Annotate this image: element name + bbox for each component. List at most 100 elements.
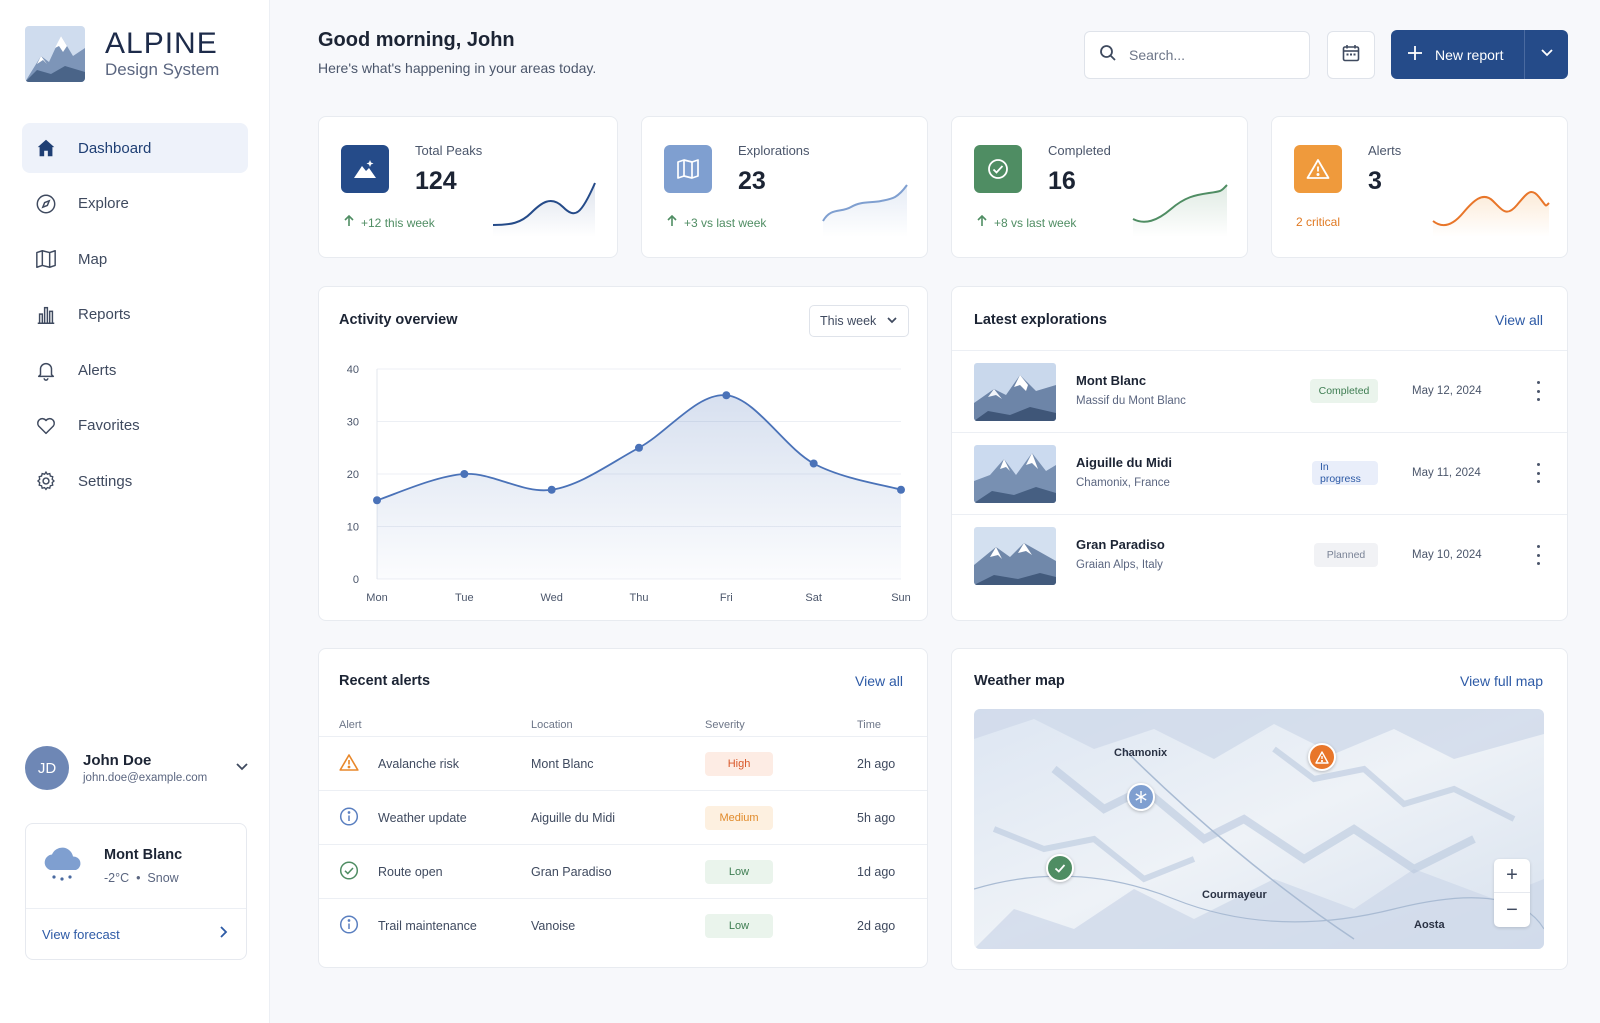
sidebar-item-explore[interactable]: Explore (22, 179, 248, 229)
sidebar-item-settings[interactable]: Settings (22, 456, 248, 506)
exploration-date: May 10, 2024 (1412, 549, 1482, 561)
stat-value: 16 (1048, 167, 1076, 195)
range-select[interactable]: This week (809, 305, 909, 337)
search-box[interactable] (1084, 31, 1310, 79)
cloud-snow-icon (40, 844, 86, 889)
sidebar-item-map[interactable]: Map (22, 234, 248, 284)
exploration-location: Graian Alps, Italy (1076, 559, 1163, 571)
sidebar-item-label: Explore (78, 195, 129, 212)
column-header: Severity (705, 719, 745, 731)
stat-delta: +3 vs last week (684, 215, 767, 230)
table-row[interactable]: Avalanche risk Mont Blanc High 2h ago (319, 736, 927, 790)
new-report-split-button: New report (1391, 30, 1568, 79)
sparkline (1132, 184, 1228, 237)
chevron-right-icon (216, 925, 230, 944)
card-title: Weather map (974, 673, 1065, 689)
map-icon (34, 247, 58, 271)
search-input[interactable] (1129, 47, 1289, 63)
stat-card-completed[interactable]: Completed 16 +8 vs last week (951, 116, 1248, 258)
y-tick-label: 20 (347, 469, 359, 481)
y-tick-label: 10 (347, 522, 359, 534)
exploration-name: Mont Blanc (1076, 373, 1147, 388)
more-options-icon[interactable] (1535, 381, 1541, 401)
latest-explorations-card: Latest explorations View all Mont Blanc … (951, 286, 1568, 621)
chevron-down-icon[interactable] (234, 758, 250, 779)
arrow-up-icon (666, 214, 678, 230)
stat-delta: +12 this week (361, 215, 435, 230)
x-tick-label: Wed (540, 592, 562, 604)
view-forecast-link[interactable]: View forecast (26, 909, 246, 960)
data-point (635, 443, 643, 452)
avatar: JD (25, 746, 69, 790)
search-icon (1099, 44, 1117, 67)
calendar-button[interactable] (1327, 31, 1375, 79)
list-item[interactable]: Mont Blanc Massif du Mont Blanc Complete… (952, 350, 1567, 432)
x-tick-label: Sat (805, 592, 822, 604)
page-subtitle: Here's what's happening in your areas to… (318, 60, 597, 76)
stat-label: Completed (1048, 143, 1111, 158)
stat-card-alerts[interactable]: Alerts 3 2 critical (1271, 116, 1568, 258)
recent-alerts-card: Recent alerts View all Alert Location Se… (318, 648, 928, 968)
new-report-dropdown[interactable] (1525, 45, 1568, 64)
list-item[interactable]: Gran Paradiso Graian Alps, Italy Planned… (952, 514, 1567, 596)
data-point (897, 485, 905, 494)
stat-value: 3 (1368, 167, 1382, 195)
severity-badge: Medium (705, 805, 773, 830)
warning-icon (1294, 145, 1342, 193)
weather-map-card: Weather map View full map Chamonix Courm… (951, 648, 1568, 970)
data-point (809, 459, 818, 468)
snowflake-icon[interactable] (1127, 783, 1155, 811)
user-name: John Doe (83, 752, 152, 769)
sidebar-item-label: Reports (78, 306, 131, 323)
exploration-date: May 11, 2024 (1412, 467, 1481, 479)
new-report-button[interactable]: New report (1391, 30, 1524, 79)
table-row[interactable]: Route open Gran Paradiso Low 1d ago (319, 844, 927, 898)
exploration-location: Chamonix, France (1076, 477, 1170, 489)
weather-temp: -2°C (104, 871, 130, 885)
weather-map[interactable]: Chamonix Courmayeur Aosta + − (974, 709, 1544, 949)
alert-location: Aiguille du Midi (531, 810, 616, 825)
exploration-name: Aiguille du Midi (1076, 455, 1173, 470)
exploration-date: May 12, 2024 (1412, 385, 1482, 397)
zoom-in-button[interactable]: + (1494, 859, 1530, 893)
sidebar-item-label: Alerts (78, 361, 117, 379)
bar-chart-icon (34, 303, 58, 327)
mountain-icon (341, 145, 389, 193)
x-tick-label: Tue (455, 592, 474, 604)
activity-overview-card: Activity overview This week 0 10 20 30 40 Mon… (318, 286, 928, 621)
table-row[interactable]: Weather update Aiguille du Midi Medium 5… (319, 790, 927, 844)
view-all-alerts-link[interactable]: View all (855, 673, 903, 689)
page-title: Good morning, John (318, 29, 515, 51)
view-all-explorations-link[interactable]: View all (1495, 312, 1543, 328)
chevron-down-icon (1540, 45, 1554, 64)
sidebar-item-alerts[interactable]: Alerts (22, 345, 248, 395)
exploration-name: Gran Paradiso (1076, 537, 1165, 552)
data-point (460, 470, 469, 478)
warning-icon[interactable] (1308, 743, 1336, 771)
check-icon[interactable] (1046, 854, 1074, 882)
table-row[interactable]: Trail maintenance Vanoise Low 2d ago (319, 898, 927, 952)
stat-card-total-peaks[interactable]: Total Peaks 124 +12 this week (318, 116, 618, 258)
data-point (373, 496, 381, 505)
warning-icon (339, 753, 359, 774)
user-menu[interactable]: JD John Doe john.doe@example.com (25, 746, 250, 790)
table-header: Alert Location Severity Time (319, 719, 927, 743)
range-value: This week (820, 314, 877, 328)
sidebar-item-favorites[interactable]: Favorites (22, 401, 248, 451)
more-options-icon[interactable] (1535, 463, 1541, 483)
more-options-icon[interactable] (1535, 545, 1541, 565)
sidebar-item-label: Settings (78, 472, 133, 490)
zoom-controls: + − (1494, 859, 1530, 927)
zoom-out-button[interactable]: − (1506, 898, 1518, 921)
sidebar-item-reports[interactable]: Reports (22, 290, 248, 340)
stat-card-explorations[interactable]: Explorations 23 +3 vs last week (641, 116, 928, 258)
sidebar-item-label: Map (78, 250, 108, 268)
sidebar-item-dashboard[interactable]: Dashboard (22, 123, 248, 173)
x-tick-label: Fri (720, 592, 733, 604)
map-label-chamonix: Chamonix (1114, 747, 1168, 759)
list-item[interactable]: Aiguille du Midi Chamonix, France In pro… (952, 432, 1567, 514)
view-full-map-link[interactable]: View full map (1459, 673, 1543, 689)
map-label-courmayeur: Courmayeur (1202, 889, 1267, 901)
brand[interactable]: ALPINE Design System (25, 26, 219, 82)
x-tick-label: Sun (891, 592, 911, 604)
